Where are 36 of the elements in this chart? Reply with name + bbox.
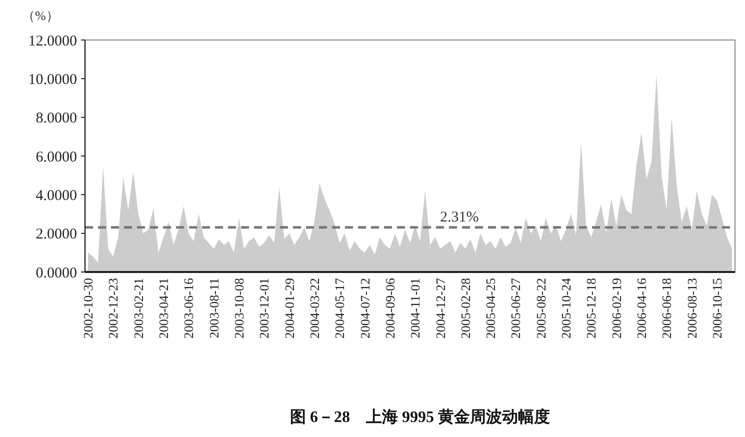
x-tick-label: 2004-11-01 [408,278,423,338]
x-tick-label: 2005-10-24 [558,278,574,339]
x-tick-label: 2003-10-08 [231,278,246,339]
x-tick-label: 2003-08-11 [206,278,222,338]
y-tick-label: 2.0000 [36,226,77,243]
x-tick-label: 2006-08-13 [684,278,700,339]
x-tick-label: 2003-12-01 [256,278,272,339]
y-axis-title: （%） [22,8,59,23]
y-tick-label: 4.0000 [36,188,77,204]
y-tick-label: 12.0000 [28,33,77,50]
x-tick-label: 2006-10-15 [709,278,724,339]
y-tick-label: 6.0000 [36,149,77,166]
x-tick-label: 2005-02-28 [458,278,473,339]
x-tick-label: 2004-03-22 [306,278,322,339]
x-tick-label: 2006-06-18 [659,278,674,339]
x-tick-label: 2004-09-06 [382,278,398,339]
x-tick-label: 2004-01-29 [282,278,297,339]
text: 图 6－28 上海 9995 黄金周波动幅度 [290,407,550,426]
x-tick-label: 2002-12-23 [106,278,121,339]
y-tick-label: 0.0000 [36,265,77,282]
x-tick-label: 2003-02-21 [130,278,146,339]
y-tick-label: 10.0000 [28,72,77,88]
x-tick-label: 2004-05-17 [332,278,348,339]
x-tick-label: 2006-04-16 [634,278,649,339]
x-tick-label: 2004-07-12 [357,278,372,339]
x-tick-label: 2003-06-16 [181,278,196,339]
x-tick-label: 2005-12-18 [584,278,599,339]
y-tick-label: 8.0000 [36,110,77,127]
x-tick-label: 2005-04-25 [483,278,498,339]
x-tick-label: 2005-08-22 [533,278,548,339]
x-tick-label: 2005-06-27 [508,278,524,339]
x-tick-label: 2002-10-30 [80,278,96,339]
x-tick-label: 2006-02-19 [608,278,624,339]
ref-line-label: 2.31% [440,209,479,226]
x-tick-label: 2003-04-21 [156,278,172,339]
x-tick-label: 2004-12-27 [432,278,448,339]
